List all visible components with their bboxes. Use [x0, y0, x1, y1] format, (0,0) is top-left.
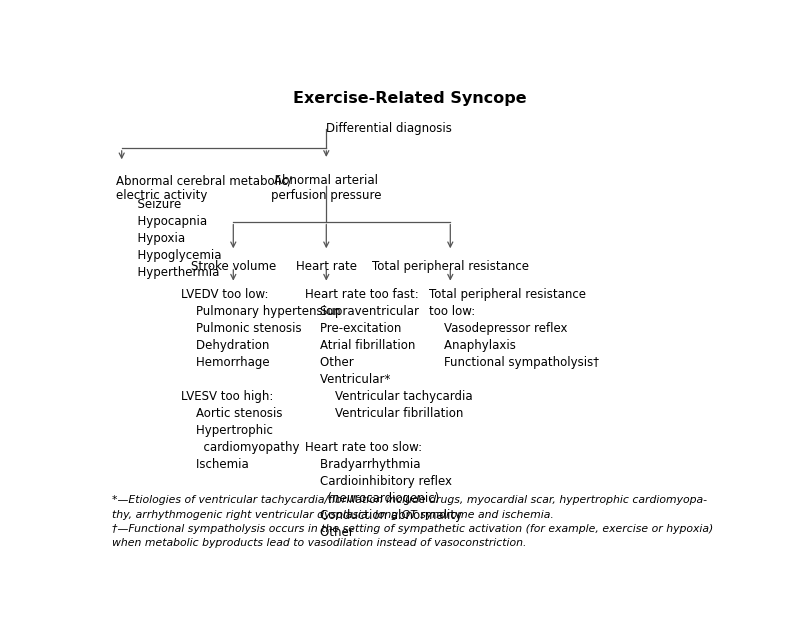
Text: Heart rate too fast:
    Supraventricular
    Pre-excitation
    Atrial fibrilla: Heart rate too fast: Supraventricular Pr… [305, 288, 472, 540]
Text: LVEDV too low:
    Pulmonary hypertension
    Pulmonic stenosis
    Dehydration
: LVEDV too low: Pulmonary hypertension Pu… [181, 288, 340, 472]
Text: Stroke volume: Stroke volume [190, 260, 276, 273]
Text: *—Etiologies of ventricular tachycardia/fibrillation include drugs, myocardial s: *—Etiologies of ventricular tachycardia/… [112, 495, 707, 506]
Text: Differential diagnosis: Differential diagnosis [326, 122, 452, 135]
Text: Exercise-Related Syncope: Exercise-Related Syncope [293, 91, 527, 106]
Text: thy, arrhythmogenic right ventricular dysplasia, long QT syndrome and ischemia.: thy, arrhythmogenic right ventricular dy… [112, 510, 554, 520]
Text: Abnormal arterial
perfusion pressure: Abnormal arterial perfusion pressure [271, 174, 382, 202]
Text: Heart rate: Heart rate [296, 260, 357, 273]
Text: Abnormal cerebral metabolic/
electric activity: Abnormal cerebral metabolic/ electric ac… [115, 174, 291, 202]
Text: Total peripheral resistance: Total peripheral resistance [372, 260, 529, 273]
Text: †—Functional sympatholysis occurs in the setting of sympathetic activation (for : †—Functional sympatholysis occurs in the… [112, 524, 714, 534]
Text: Seizure
  Hypocapnia
  Hypoxia
  Hypoglycemia
  Hyperthermia: Seizure Hypocapnia Hypoxia Hypoglycemia … [130, 198, 222, 279]
Text: Total peripheral resistance
too low:
    Vasodepressor reflex
    Anaphylaxis
  : Total peripheral resistance too low: Vas… [429, 288, 598, 370]
Text: when metabolic byproducts lead to vasodilation instead of vasoconstriction.: when metabolic byproducts lead to vasodi… [112, 538, 527, 548]
